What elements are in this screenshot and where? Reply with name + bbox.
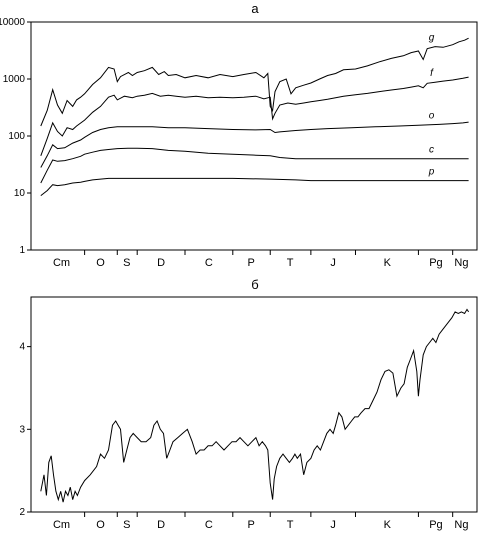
series-label-g: g — [429, 33, 435, 44]
series-label-c: c — [429, 145, 434, 156]
y-tick-label: 4 — [19, 342, 25, 353]
x-period-label: C — [205, 519, 213, 531]
x-period-label: Cm — [53, 519, 70, 531]
series-label-f: f — [430, 68, 434, 79]
series-line-p — [40, 177, 469, 196]
series-line-o — [40, 121, 469, 168]
series-line — [40, 308, 470, 503]
x-period-label: D — [157, 257, 165, 269]
x-period-label: Ng — [454, 257, 468, 269]
x-period-label: K — [384, 257, 392, 269]
x-period-label: S — [123, 257, 130, 269]
x-period-label: T — [287, 519, 294, 531]
series-line-g — [40, 37, 469, 127]
x-period-label: K — [384, 519, 392, 531]
x-period-label: O — [96, 257, 105, 269]
x-period-label: J — [330, 519, 336, 531]
series-line-c — [40, 147, 469, 184]
x-period-label: D — [157, 519, 165, 531]
y-tick-label: 3 — [19, 424, 25, 435]
panel-b-series — [40, 308, 470, 503]
panel-b-y-axis: 2 3 4 — [19, 342, 31, 518]
x-period-label: O — [96, 519, 105, 531]
y-tick-label: 1 — [19, 245, 25, 256]
chart-panel-b: б 2 3 4 Cm O S D C P T J K Pg Ng — [19, 277, 478, 531]
panel-a-title: а — [251, 1, 259, 16]
y-tick-label: 10 — [14, 188, 26, 199]
panel-b-x-axis: Cm O S D C P T J K Pg Ng — [53, 512, 468, 531]
x-period-label: Cm — [53, 257, 70, 269]
x-period-label: Pg — [429, 519, 442, 531]
panel-b-frame — [30, 296, 478, 513]
y-tick-label: 100 — [8, 131, 25, 142]
x-period-label: T — [287, 257, 294, 269]
panel-a-series: g f o cp — [40, 33, 469, 196]
y-tick-label: 2 — [19, 507, 25, 518]
x-period-label: S — [123, 519, 130, 531]
x-period-label: P — [247, 519, 254, 531]
panel-b-title: б — [251, 277, 258, 292]
x-period-label: C — [205, 257, 213, 269]
series-label-o: o — [429, 110, 435, 121]
panel-a-frame — [30, 21, 478, 251]
x-period-label: J — [330, 257, 336, 269]
x-period-label: P — [247, 257, 254, 269]
y-tick-label: 1000 — [3, 74, 26, 85]
x-period-label: Ng — [454, 519, 468, 531]
series-label-p: p — [428, 167, 435, 178]
panel-a-x-axis: Cm O S D C P T J K Pg Ng — [53, 250, 468, 269]
series-line-f — [40, 76, 469, 156]
x-period-label: Pg — [429, 257, 442, 269]
